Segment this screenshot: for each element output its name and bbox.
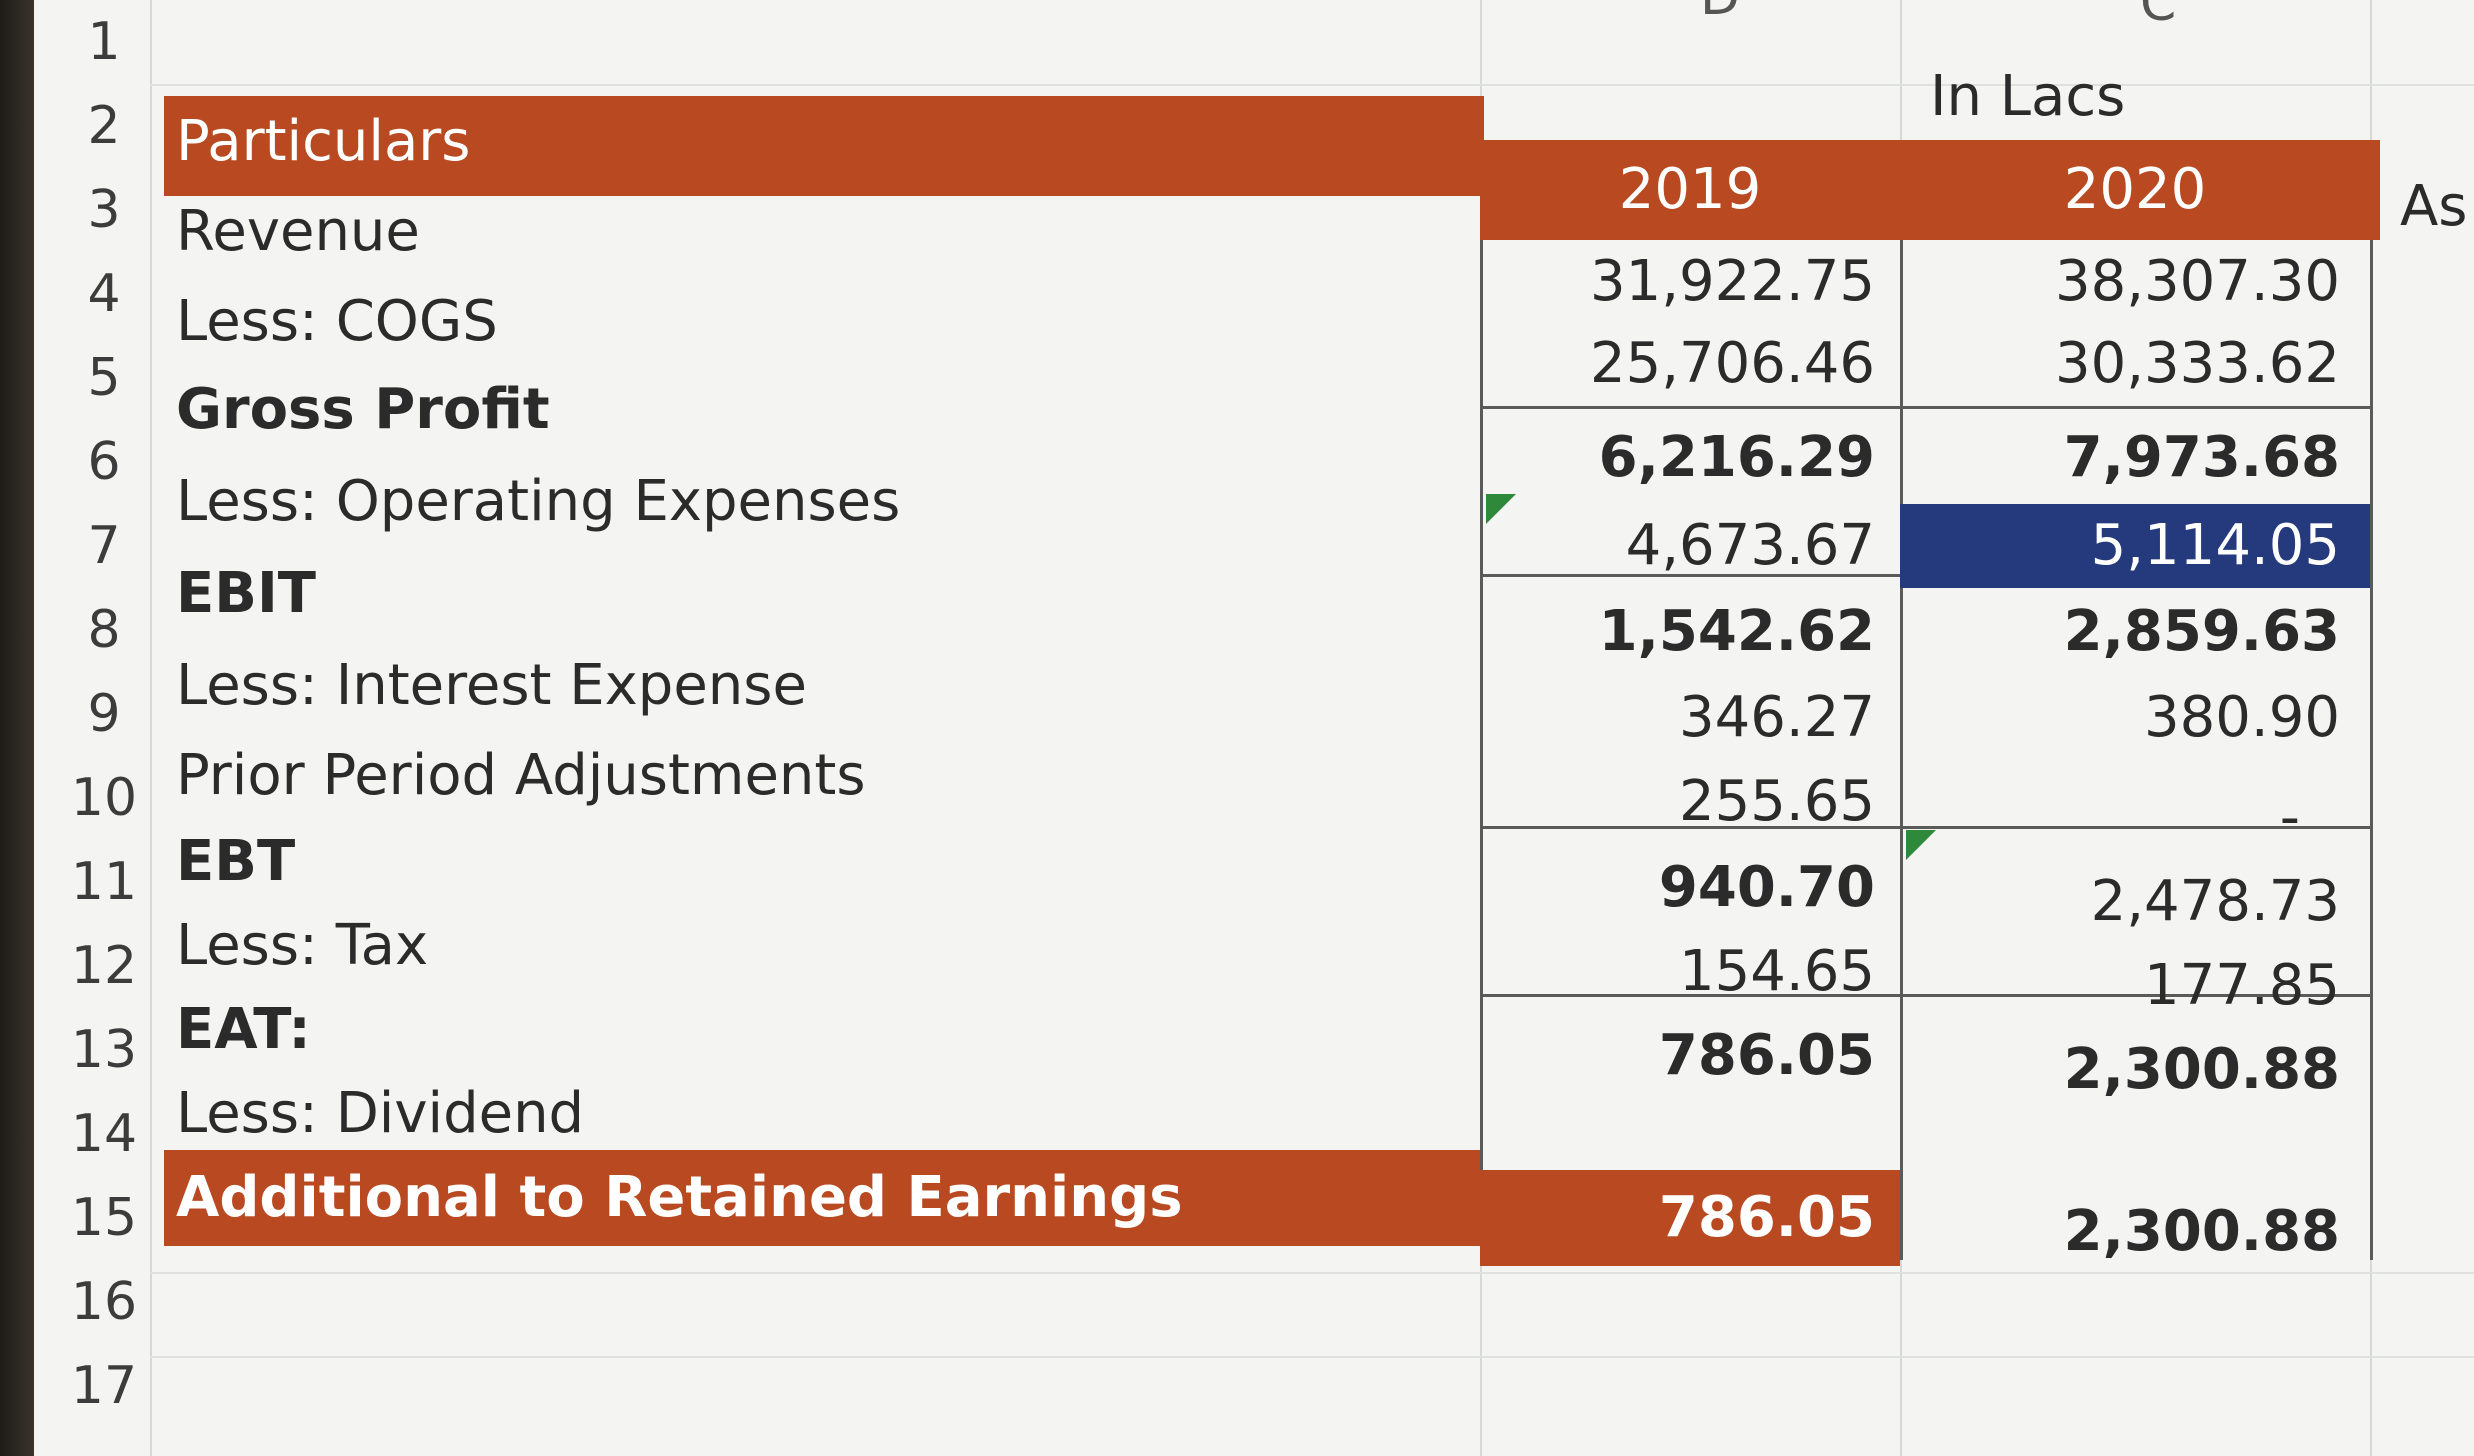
cell-2019-prior-period-adjustments[interactable]: 255.65 (1679, 769, 1875, 834)
row-label-dividend[interactable]: Less: Dividend (176, 1081, 585, 1146)
column-letter-d[interactable]: D (1700, 0, 1740, 23)
partial-header-cell[interactable]: As (2400, 174, 2468, 239)
cell-2020-tax[interactable]: 177.85 (2144, 953, 2340, 1018)
row-number-17[interactable]: 17 (70, 1356, 138, 1416)
row-label-prior-period-adjustments[interactable]: Prior Period Adjustments (176, 743, 866, 808)
row-label-retained-earnings[interactable]: Additional to Retained Earnings (176, 1165, 1183, 1230)
comment-indicator-icon[interactable] (1906, 830, 1936, 860)
header-2019[interactable]: 2019 (1618, 157, 1762, 222)
row-divider (150, 84, 2474, 86)
row-number-8[interactable]: 8 (87, 600, 121, 660)
cell-2019-revenue[interactable]: 31,922.75 (1589, 249, 1875, 314)
row-number-1[interactable]: 1 (87, 12, 121, 72)
cell-2020-ebt[interactable]: 2,478.73 (2090, 869, 2340, 934)
subtotal-border (1480, 826, 2370, 829)
row-number-6[interactable]: 6 (87, 432, 121, 492)
row-number-7[interactable]: 7 (87, 516, 121, 576)
cell-2020-prior-period-adjustments[interactable]: - (2279, 785, 2300, 850)
header-particulars[interactable]: Particulars (176, 109, 471, 174)
header-bar-years (1480, 140, 2380, 240)
cell-2020-retained-earnings[interactable]: 2,300.88 (2063, 1199, 2340, 1264)
cell-2019-ebit[interactable]: 1,542.62 (1598, 599, 1875, 664)
table-border (2370, 240, 2373, 1260)
table-border (1900, 240, 1903, 1260)
row-divider (150, 1356, 2474, 1358)
cell-2019-cogs[interactable]: 25,706.46 (1589, 331, 1875, 396)
comment-indicator-icon[interactable] (1486, 494, 1516, 524)
cell-2019-tax[interactable]: 154.65 (1679, 939, 1875, 1004)
row-number-11[interactable]: 11 (70, 852, 138, 912)
row-divider (150, 1272, 2474, 1274)
row-number-13[interactable]: 13 (70, 1020, 138, 1080)
cell-2020-eat[interactable]: 2,300.88 (2063, 1037, 2340, 1102)
cell-2020-interest-expense[interactable]: 380.90 (2144, 685, 2340, 750)
row-label-interest-expense[interactable]: Less: Interest Expense (176, 653, 807, 718)
total-row-bar-2019 (1480, 1170, 1900, 1266)
row-header-divider (150, 0, 152, 1456)
row-number-2[interactable]: 2 (87, 96, 121, 156)
selected-cell-highlight (1900, 504, 2370, 588)
row-label-cogs[interactable]: Less: COGS (176, 289, 498, 354)
column-letter-c[interactable]: C (2140, 0, 2177, 33)
cell-2020-revenue[interactable]: 38,307.30 (2054, 249, 2340, 314)
row-number-15[interactable]: 15 (70, 1188, 138, 1248)
row-number-4[interactable]: 4 (87, 264, 121, 324)
row-number-12[interactable]: 12 (70, 936, 138, 996)
row-label-ebit[interactable]: EBIT (176, 561, 316, 626)
row-label-operating-expenses[interactable]: Less: Operating Expenses (176, 469, 901, 534)
row-label-ebt[interactable]: EBT (176, 829, 296, 894)
table-border (1480, 240, 1483, 1260)
subtotal-border (1480, 994, 2370, 997)
cell-2019-interest-expense[interactable]: 346.27 (1679, 685, 1875, 750)
header-2020[interactable]: 2020 (2063, 157, 2207, 222)
row-number-9[interactable]: 9 (87, 684, 121, 744)
monitor-bezel (0, 0, 34, 1456)
row-label-tax[interactable]: Less: Tax (176, 913, 429, 978)
total-row-bar-label (164, 1150, 1480, 1246)
row-number-3[interactable]: 3 (87, 180, 121, 240)
row-number-16[interactable]: 16 (70, 1272, 138, 1332)
cell-2020-operating-expenses-selected[interactable]: 5,114.05 (2090, 513, 2340, 578)
cell-2020-cogs[interactable]: 30,333.62 (2054, 331, 2340, 396)
row-number-14[interactable]: 14 (70, 1104, 138, 1164)
cell-2019-operating-expenses[interactable]: 4,673.67 (1625, 513, 1875, 578)
cell-2020-gross-profit[interactable]: 7,973.68 (2063, 425, 2340, 490)
cell-2020-ebit[interactable]: 2,859.63 (2063, 599, 2340, 664)
subtotal-border (1480, 406, 2370, 409)
row-number-5[interactable]: 5 (87, 348, 121, 408)
row-label-revenue[interactable]: Revenue (176, 199, 420, 264)
row-number-10[interactable]: 10 (70, 768, 138, 828)
unit-label-cell[interactable]: In Lacs (1930, 64, 2126, 129)
cell-2019-eat[interactable]: 786.05 (1658, 1023, 1875, 1088)
row-label-eat[interactable]: EAT: (176, 997, 311, 1062)
cell-2019-ebt[interactable]: 940.70 (1658, 855, 1875, 920)
cell-2019-retained-earnings[interactable]: 786.05 (1658, 1185, 1875, 1250)
row-label-gross-profit[interactable]: Gross Profit (176, 377, 550, 442)
header-bar-particulars (164, 96, 1484, 196)
cell-2019-gross-profit[interactable]: 6,216.29 (1598, 425, 1875, 490)
